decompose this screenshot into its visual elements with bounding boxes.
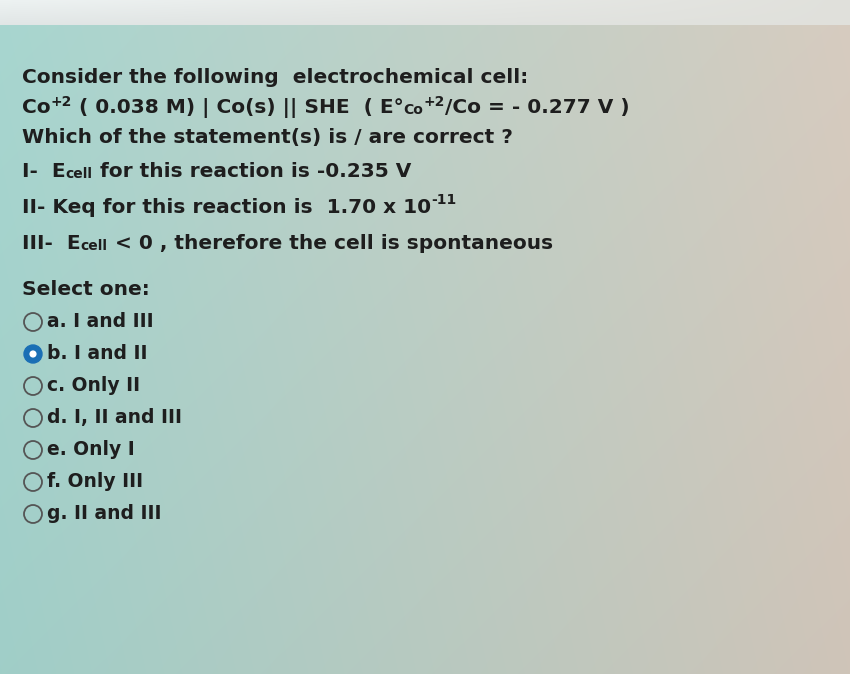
- Text: Which of the statement(s) is / are correct ?: Which of the statement(s) is / are corre…: [22, 128, 513, 147]
- Text: Select one:: Select one:: [22, 280, 150, 299]
- Text: Co: Co: [22, 98, 51, 117]
- Circle shape: [24, 345, 42, 363]
- Text: d. I, II and III: d. I, II and III: [47, 408, 182, 427]
- Text: +2: +2: [423, 95, 445, 109]
- Text: Consider the following  electrochemical cell:: Consider the following electrochemical c…: [22, 68, 528, 87]
- Text: Co: Co: [404, 103, 423, 117]
- Text: e. Only I: e. Only I: [47, 440, 135, 459]
- Text: b. I and II: b. I and II: [47, 344, 148, 363]
- Text: II- Keq for this reaction is  1.70 x 10: II- Keq for this reaction is 1.70 x 10: [22, 198, 431, 217]
- Text: g. II and III: g. II and III: [47, 504, 162, 523]
- Text: III-  E: III- E: [22, 234, 81, 253]
- Text: /Co = - 0.277 V ): /Co = - 0.277 V ): [445, 98, 630, 117]
- Circle shape: [30, 351, 36, 357]
- Text: for this reaction is -0.235 V: for this reaction is -0.235 V: [93, 162, 411, 181]
- Text: c. Only II: c. Only II: [47, 376, 140, 395]
- Text: cell: cell: [81, 239, 108, 253]
- Text: -11: -11: [431, 193, 456, 207]
- Text: f. Only III: f. Only III: [47, 472, 143, 491]
- Text: a. I and III: a. I and III: [47, 312, 154, 331]
- Text: I-  E: I- E: [22, 162, 65, 181]
- Text: ( 0.038 M) | Co(s) || SHE  ( E°: ( 0.038 M) | Co(s) || SHE ( E°: [72, 98, 404, 118]
- Text: +2: +2: [51, 95, 72, 109]
- Text: cell: cell: [65, 167, 93, 181]
- Text: < 0 , therefore the cell is spontaneous: < 0 , therefore the cell is spontaneous: [108, 234, 552, 253]
